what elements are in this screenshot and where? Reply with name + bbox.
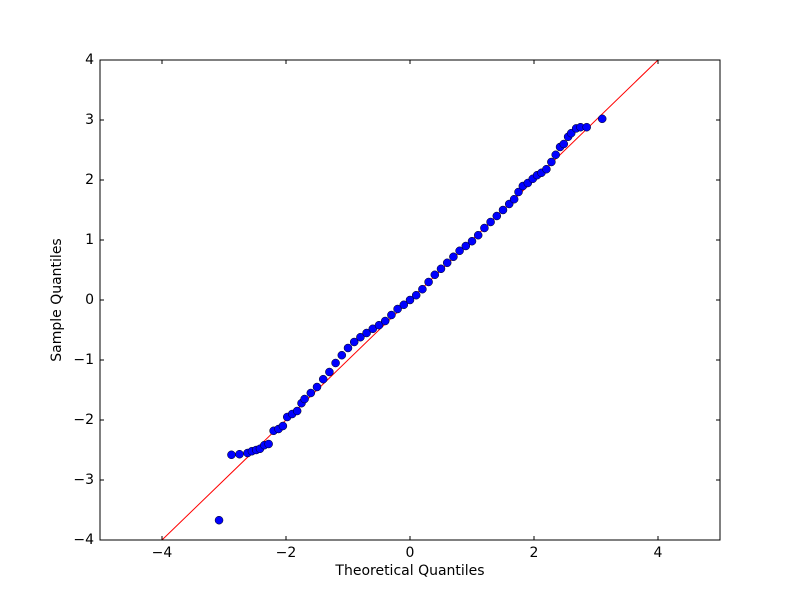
data-point (480, 223, 489, 233)
data-point (509, 194, 519, 204)
x-tick-label: −2 (276, 545, 297, 561)
data-point (492, 211, 502, 221)
data-point (582, 122, 591, 132)
data-point (436, 264, 446, 274)
y-tick-label: −1 (73, 352, 94, 368)
y-tick-label: 1 (85, 232, 94, 248)
data-point (455, 246, 464, 256)
data-point (337, 350, 347, 360)
data-point (514, 187, 523, 197)
data-point (325, 367, 334, 377)
data-point (547, 157, 556, 167)
x-tick-label: 4 (654, 545, 663, 561)
data-point (418, 284, 427, 294)
x-axis-label: Theoretical Quantiles (334, 563, 484, 579)
data-point (411, 290, 421, 300)
y-tick-label: 3 (85, 112, 94, 128)
data-point (597, 114, 607, 124)
data-point (498, 205, 508, 215)
y-tick-label: 2 (85, 172, 94, 188)
data-point (542, 164, 551, 174)
data-point (312, 382, 322, 392)
data-point (235, 449, 244, 459)
data-point (318, 374, 328, 384)
data-point (473, 230, 483, 240)
y-tick-label: −4 (73, 532, 94, 548)
data-point (292, 406, 302, 416)
data-point (467, 236, 477, 246)
data-point (559, 139, 569, 149)
data-point (349, 337, 359, 347)
data-point (399, 300, 409, 310)
data-point (551, 150, 560, 160)
data-point (380, 316, 390, 326)
y-tick-label: 0 (85, 292, 94, 308)
data-point (461, 241, 471, 251)
data-point (430, 270, 440, 280)
data-point (387, 310, 396, 320)
data-point (306, 388, 316, 398)
data-point (264, 439, 273, 449)
data-point (362, 328, 371, 338)
data-point (393, 304, 402, 314)
data-point (449, 252, 458, 262)
data-point (227, 450, 236, 460)
data-point (442, 258, 452, 268)
data-point (300, 394, 309, 404)
y-tick-label: 4 (85, 52, 94, 68)
data-point (486, 217, 495, 227)
data-point (356, 332, 365, 342)
x-tick-label: 2 (530, 545, 539, 561)
data-point (343, 343, 353, 353)
data-point (331, 358, 340, 368)
data-point (214, 515, 224, 525)
y-tick-label: −2 (73, 412, 94, 428)
data-point (374, 320, 384, 330)
y-tick-label: −3 (73, 472, 94, 488)
data-point (424, 277, 433, 287)
x-tick-label: 0 (406, 545, 415, 561)
data-point (405, 295, 415, 305)
y-axis-label: Sample Quantiles (49, 238, 65, 361)
x-tick-label: −4 (152, 545, 173, 561)
data-point (278, 421, 288, 431)
